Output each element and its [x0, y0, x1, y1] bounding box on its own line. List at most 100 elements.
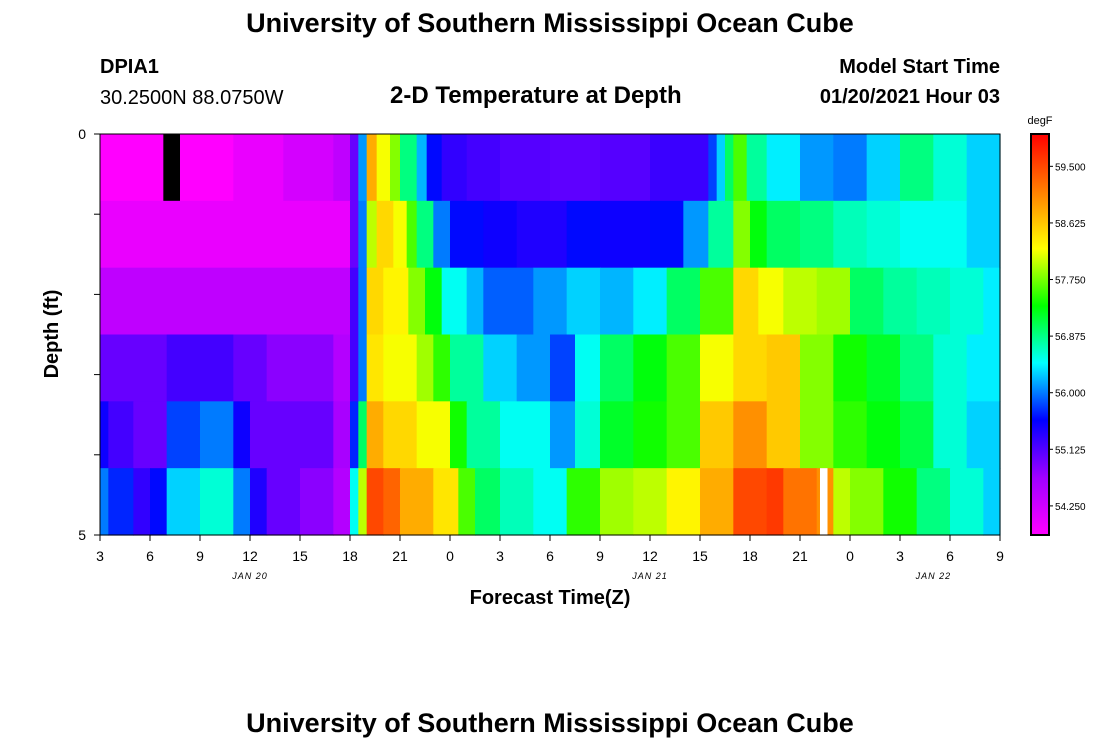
- x-tick-label: 12: [242, 548, 258, 564]
- heatmap-cell: [800, 334, 834, 402]
- x-tick-label: 18: [742, 548, 758, 564]
- heatmap-cell: [350, 267, 359, 336]
- heatmap-cell: [500, 134, 551, 202]
- heatmap-cell: [800, 200, 834, 269]
- heatmap-cell: [108, 468, 134, 536]
- heatmap-cell: [366, 200, 378, 269]
- heatmap-cell: [850, 468, 884, 536]
- heatmap-cell: [575, 401, 601, 469]
- heatmap-cell: [666, 401, 701, 469]
- colorbar-tick-label: 58.625: [1055, 219, 1086, 230]
- heatmap-cell: [650, 200, 684, 269]
- heatmap-cell: [933, 334, 968, 402]
- heatmap-cell: [108, 401, 134, 469]
- heatmap-cell: [366, 401, 384, 469]
- heatmap-cell: [466, 401, 501, 469]
- model-start-label: Model Start Time: [839, 56, 1000, 78]
- heatmap-cell: [383, 267, 409, 336]
- heatmap-cell: [533, 468, 568, 536]
- heatmap-cell: [150, 468, 168, 536]
- heatmap-cell: [406, 200, 418, 269]
- heatmap-cell: [833, 200, 868, 269]
- heatmap-cell: [500, 468, 534, 536]
- heatmap-cell: [916, 267, 951, 336]
- heatmap-cell: [866, 401, 901, 469]
- colorbar-tick-label: 56.875: [1055, 332, 1086, 343]
- colorbar-tick-label: 55.125: [1055, 445, 1086, 456]
- heatmap-cell: [450, 334, 484, 402]
- heatmap-cell: [983, 468, 1001, 536]
- heatmap-cell: [700, 401, 734, 469]
- heatmap-cell: [163, 134, 181, 202]
- heatmap-cell: [100, 267, 351, 336]
- x-tick-label: 21: [792, 548, 808, 564]
- colorbar-tick-label: 57.750: [1055, 276, 1086, 287]
- heatmap-cell: [733, 134, 748, 202]
- heatmap-cell: [441, 267, 468, 336]
- heatmap-cell: [333, 334, 351, 402]
- heatmap-cell: [100, 134, 164, 202]
- heatmap-cell: [866, 200, 901, 269]
- heatmap-cell: [766, 134, 801, 202]
- heatmap-cell: [833, 468, 851, 536]
- heatmap-cell: [250, 401, 334, 469]
- heatmap-cell: [866, 334, 901, 402]
- heatmap-cell: [100, 200, 351, 269]
- colorbar-unit: degF: [1027, 115, 1052, 127]
- heatmap-cell: [950, 468, 984, 536]
- heatmap-cell: [650, 134, 709, 202]
- colorbar-tick-label: 56.000: [1055, 389, 1086, 400]
- heatmap-cell: [366, 134, 378, 202]
- x-tick-label: 9: [196, 548, 204, 564]
- station-id: DPIA1: [100, 56, 159, 78]
- heatmap-cell: [200, 468, 234, 536]
- heatmap-cell: [883, 267, 918, 336]
- x-tick-label: 0: [846, 548, 854, 564]
- heatmap-cell: [633, 334, 668, 402]
- heatmap-cell: [833, 401, 868, 469]
- x-tick-label: 3: [496, 548, 504, 564]
- heatmap-cell: [666, 267, 701, 336]
- y-tick-label: 0: [78, 126, 86, 142]
- x-tick-label: 9: [996, 548, 1004, 564]
- heatmap-cell: [600, 267, 634, 336]
- x-tick-label: 0: [446, 548, 454, 564]
- station-coordinates: 30.2500N 88.0750W: [100, 87, 284, 109]
- heatmap-cell: [408, 267, 426, 336]
- heatmap-cell: [766, 200, 801, 269]
- heatmap-cell: [283, 134, 334, 202]
- heatmap-cell: [566, 468, 601, 536]
- x-tick-label: 3: [96, 548, 104, 564]
- heatmap-cell: [358, 267, 368, 336]
- heatmap-cell: [483, 200, 518, 269]
- heatmap-cell: [950, 267, 984, 336]
- heatmap-cell: [233, 468, 251, 536]
- colorbar-tick-label: 59.500: [1055, 162, 1086, 173]
- chart-title: 2-D Temperature at Depth: [390, 82, 682, 109]
- heatmap-cell: [783, 267, 818, 336]
- heatmap-cell: [746, 134, 768, 202]
- heatmap-cell: [383, 468, 401, 536]
- colorbar-scale: [1030, 133, 1050, 536]
- heatmap-cell: [516, 334, 551, 402]
- heatmap-cell: [433, 200, 451, 269]
- heatmap-cell: [333, 134, 351, 202]
- heatmap-cell: [350, 401, 359, 469]
- heatmap-cell: [700, 468, 734, 536]
- heatmap-cell: [358, 134, 368, 202]
- heatmap-cell: [966, 200, 1001, 269]
- heatmap-cell: [500, 401, 551, 469]
- heatmap-cell: [376, 134, 391, 202]
- heatmap-cell: [266, 468, 301, 536]
- heatmap-cell: [833, 334, 868, 402]
- heatmap-cell: [450, 200, 484, 269]
- heatmap-cell: [466, 134, 501, 202]
- heatmap-cell: [766, 401, 801, 469]
- heatmap-cell: [390, 134, 401, 202]
- heatmap-cell: [233, 334, 268, 402]
- heatmap-cell: [933, 134, 968, 202]
- heatmap-cell: [100, 334, 168, 402]
- colorbar-tick-label: 54.250: [1055, 502, 1086, 513]
- heatmap-cell: [233, 134, 284, 202]
- heatmap-cell: [366, 468, 384, 536]
